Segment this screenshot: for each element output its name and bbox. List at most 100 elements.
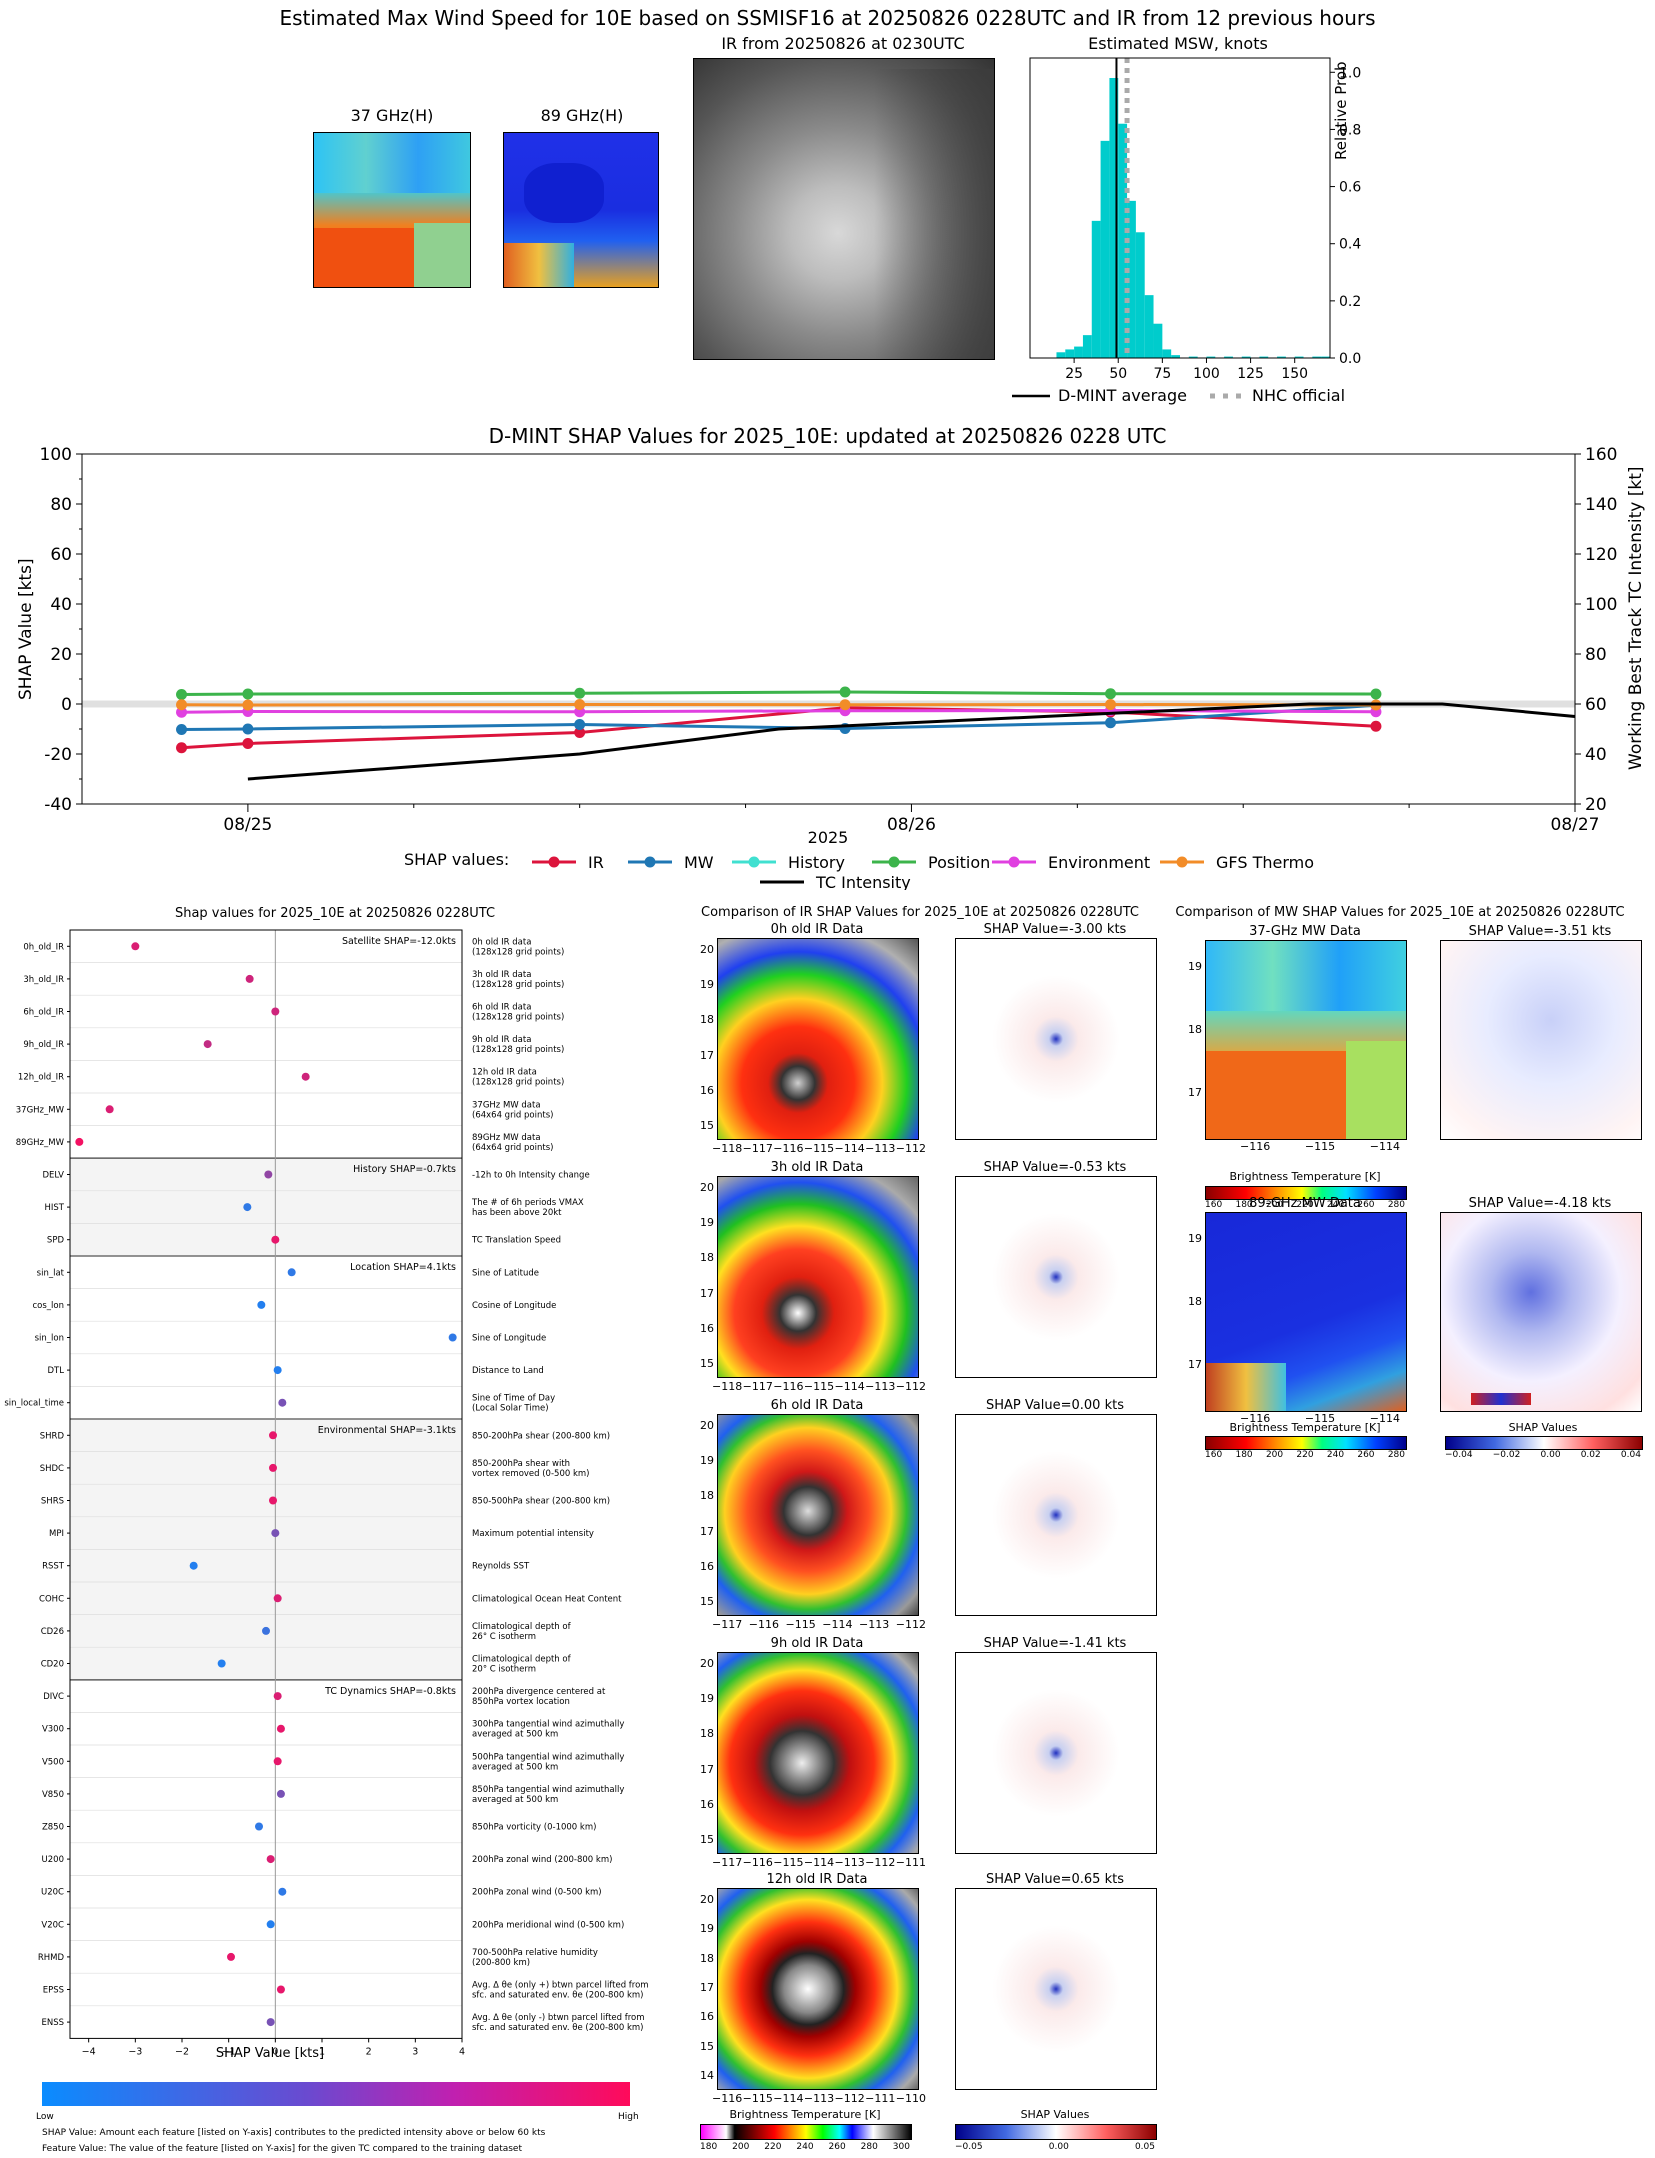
mw-panel-ytick: 17 (1188, 1358, 1202, 1371)
series-point-position (1370, 688, 1382, 700)
ir-panel-ytick: 20 (700, 1419, 714, 1432)
legend-nhc: NHC official (1252, 386, 1346, 405)
mw-panel-xticks: −116 −115 −114 (1240, 1140, 1400, 1153)
ts-legend: IR MW History Position Environment GFS Thermo… (532, 853, 1314, 890)
mw89-data-image (1205, 1212, 1407, 1412)
feature-desc: Maximum potential intensity (472, 1529, 594, 1539)
feature-desc: Cosine of Longitude (472, 1301, 556, 1311)
feature-group-band (70, 930, 462, 1159)
feature-name: V20C (41, 1920, 64, 1930)
feature-desc: 0h old IR data (472, 937, 531, 947)
msw-histogram: 25 50 75 100 125 150 0.0 0.2 0.4 0.6 0.8 1.0 (1029, 57, 1361, 382)
ir-shap-ticks: −0.05 0.00 0.05 (955, 2142, 1155, 2152)
colorbar-tick: 200 (732, 2142, 750, 2152)
ir-panel-ytick: 16 (700, 1083, 714, 1097)
hist-bar (1127, 200, 1136, 358)
hist-bar (1065, 349, 1075, 358)
ir-panel-ytick: 14 (700, 2069, 714, 2082)
hist-ylabel: Relative Prob (1332, 61, 1350, 160)
ir-panel-xtick: −111 (865, 2092, 896, 2105)
feature-group-label: Environmental SHAP=-3.1kts (318, 1425, 456, 1436)
ir-shap-image (955, 1176, 1157, 1378)
ts-ytick-right-label: 80 (1585, 645, 1607, 665)
feature-name: 0h_old_IR (23, 942, 64, 952)
feature-desc: Distance to Land (472, 1366, 544, 1376)
hist-bar (1100, 140, 1110, 358)
ir-panel-xtick: −116 (748, 1618, 779, 1631)
colorbar-tick: 200 (1265, 1200, 1284, 1210)
ir-panel-xticks: −117 −116 −115 −114 −113 −112 −111 (712, 1856, 926, 1869)
feature-shap-point (273, 1594, 282, 1603)
series-point-gfs-thermo (242, 699, 254, 711)
feature-group-label: History SHAP=-0.7kts (353, 1164, 456, 1175)
legend-marker (548, 856, 560, 868)
feature-desc-2: (200-800 km) (472, 1958, 530, 1968)
ts-xtick-label: 08/25 (223, 815, 272, 835)
mw-panel-ytick: 19 (1188, 1232, 1202, 1245)
feature-desc: 500hPa tangential wind azimuthally (472, 1752, 624, 1762)
feature-desc: 200hPa zonal wind (200-800 km) (472, 1855, 612, 1865)
legend-marker (1176, 856, 1188, 868)
series-point-mw (242, 723, 254, 735)
feature-xtick-label: 0 (272, 2046, 278, 2057)
colorbar-tick: −0.05 (955, 2142, 983, 2152)
colorbar-tick: 160 (1205, 1200, 1223, 1210)
colorbar-tick: 0.05 (1134, 2142, 1155, 2152)
mw-shap-colorbar (1445, 1436, 1643, 1450)
ir-panel-title: 9h old IR Data (770, 1636, 864, 1651)
series-point-position (242, 688, 254, 700)
ir-panel-xtick: −114 (773, 2092, 804, 2105)
feature-desc: 700-500hPa relative humidity (472, 1948, 598, 1958)
feature-name: 3h_old_IR (23, 975, 64, 985)
series-line-tc-intensity (247, 702, 1576, 781)
ts-ytick-label: 40 (50, 595, 72, 615)
ir-panel-ytick: 18 (700, 1727, 714, 1741)
ir-shap-title: SHAP Value=-3.00 kts (983, 922, 1127, 937)
hist-bar (1224, 356, 1233, 358)
feature-desc: Reynolds SST (472, 1562, 530, 1572)
colorbar-tick: 180 (700, 2142, 718, 2152)
hist-bar (1312, 356, 1322, 358)
ir-panel-xtick: −114 (834, 1380, 865, 1393)
ir-panel-xtick: −117 (712, 1618, 743, 1631)
colorbar-tick: −0.04 (1445, 1450, 1473, 1460)
colorbar-tick: 0.00 (1048, 2142, 1069, 2152)
ir-panel-xtick: −115 (803, 1142, 835, 1155)
hist-ytick-label: 0.4 (1339, 237, 1361, 253)
series-point-mw (574, 719, 586, 730)
ir-panel-ytick: 17 (700, 1762, 714, 1776)
ts-ytick-right-label: 40 (1585, 745, 1607, 765)
feature-name: SHRD (40, 1431, 65, 1441)
feature-xtick-label: 3 (412, 2046, 418, 2057)
feature-shap-point (271, 1529, 280, 1538)
hist-ytick-label: 0.8 (1339, 122, 1361, 138)
feature-shap-point (276, 1789, 285, 1798)
colorbar-tick: 240 (796, 2142, 814, 2152)
ir-shap-title: SHAP Value=0.65 kts (986, 1872, 1124, 1887)
ir-panel-ytick: 19 (700, 1922, 714, 1936)
feature-desc: 850-200hPa shear (200-800 km) (472, 1431, 610, 1441)
series-point-position (839, 686, 851, 698)
ir-panel-xtick: −113 (834, 1856, 865, 1869)
colorbar-tick: 180 (1235, 1450, 1253, 1460)
series-point-gfs-thermo (1105, 699, 1117, 710)
ir-panel-xtick: −117 (742, 1142, 773, 1155)
feature-desc: 9h old IR data (472, 1035, 531, 1045)
series-point-gfs-thermo (176, 699, 188, 711)
hist-bar (1082, 335, 1092, 358)
legend-label: IR (588, 853, 604, 872)
mw37-title: 37 GHz(H) (350, 106, 434, 125)
series-point-position (176, 689, 188, 700)
ir-panel-xtick: −110 (895, 2092, 926, 2105)
hist-bar (1241, 356, 1251, 358)
feature-shap-point (266, 1920, 275, 1929)
feature-name: SHRS (41, 1497, 64, 1507)
feature-shap-point (203, 1040, 212, 1049)
feature-name: DELV (42, 1171, 64, 1181)
colorbar-tick: 240 (1326, 1450, 1345, 1460)
ts-ytick-label: 60 (50, 545, 72, 565)
feature-name: COHC (39, 1594, 64, 1604)
feature-xtick-label: −2 (175, 2046, 189, 2057)
feature-xtick-label: 1 (319, 2046, 325, 2057)
mw89-colorbar-ticks: 160 180 200 220 240 260 280 (1205, 1450, 1405, 1460)
